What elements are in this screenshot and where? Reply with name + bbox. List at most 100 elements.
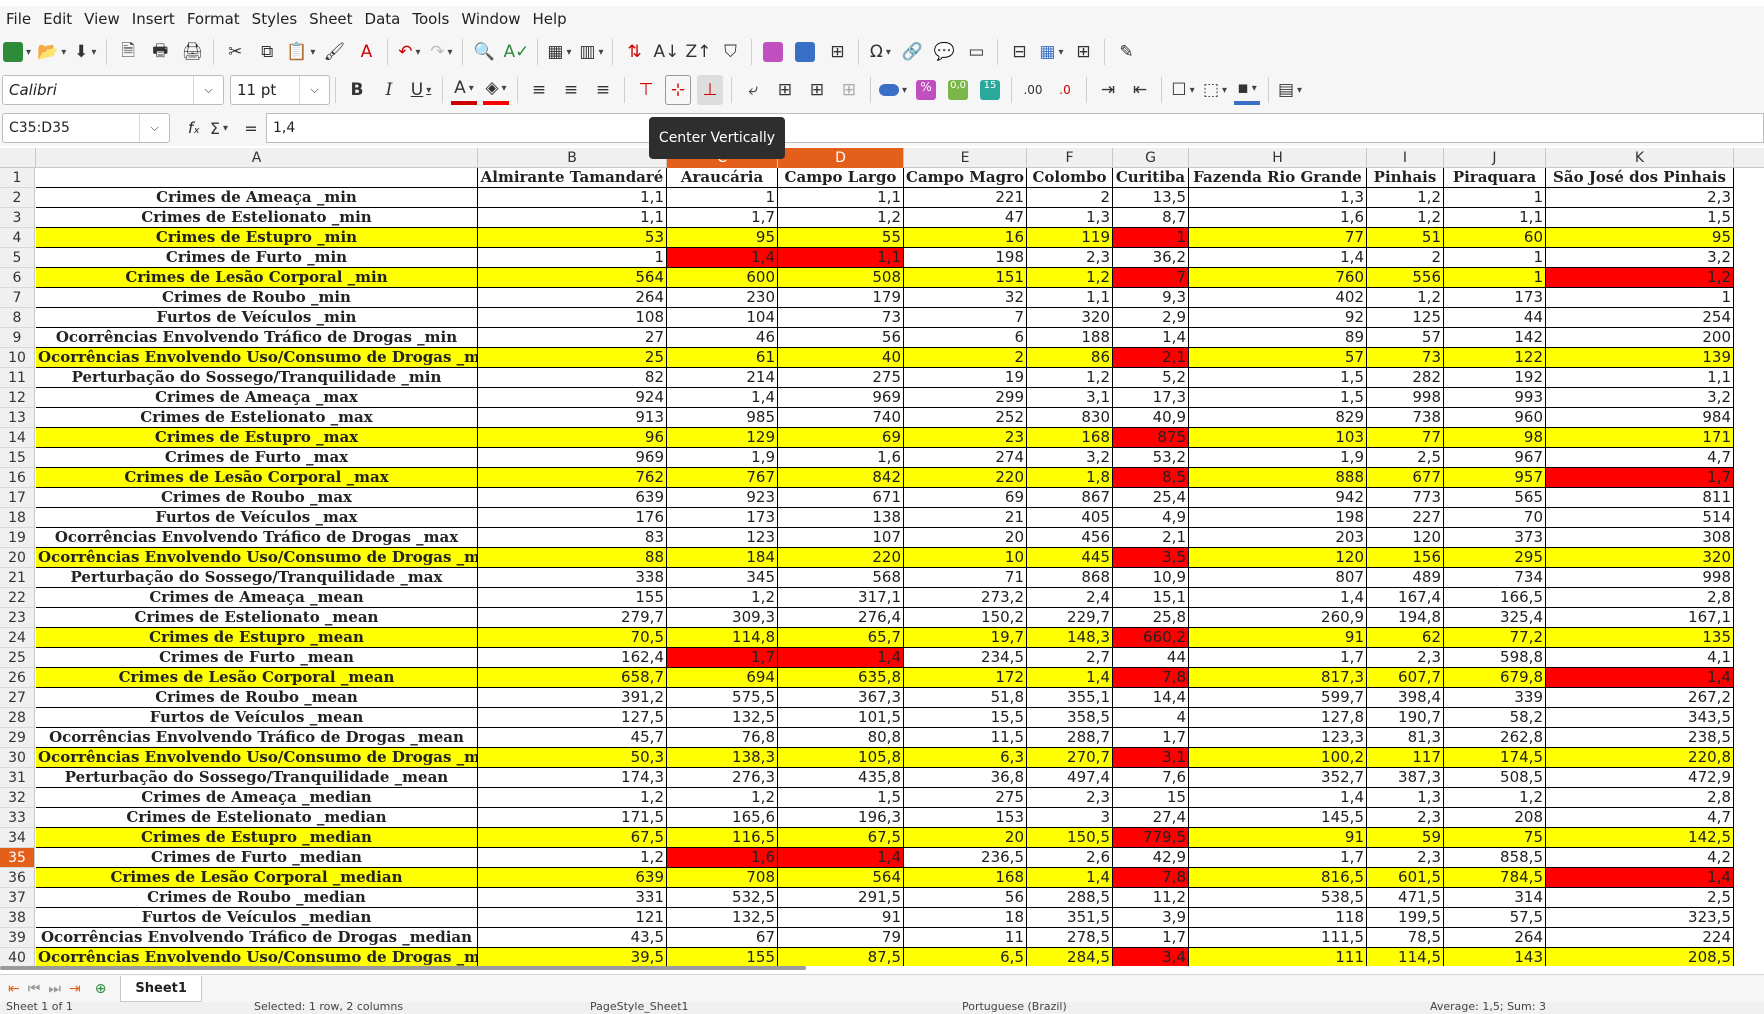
header-footer-icon[interactable]: ▭ — [968, 42, 985, 62]
data-cell[interactable]: 25,8 — [1113, 608, 1189, 628]
data-cell[interactable]: 969 — [778, 388, 904, 408]
data-cell[interactable]: 2,3 — [1367, 848, 1444, 868]
data-cell[interactable]: 86 — [1027, 348, 1113, 368]
data-cell[interactable]: 73 — [1367, 348, 1444, 368]
data-cell[interactable]: 1,4 — [667, 388, 778, 408]
data-cell[interactable]: 127,8 — [1189, 708, 1367, 728]
data-cell[interactable]: 1,4 — [1546, 668, 1734, 688]
row-header[interactable]: 3 — [0, 208, 35, 228]
data-cell[interactable]: 1,4 — [1027, 868, 1113, 888]
align-center-icon[interactable]: ≡ — [563, 80, 579, 100]
data-cell[interactable]: 1,4 — [1546, 868, 1734, 888]
data-cell[interactable]: 142,5 — [1546, 828, 1734, 848]
data-cell[interactable]: 4,7 — [1546, 448, 1734, 468]
row-header[interactable]: 26 — [0, 668, 35, 688]
row-label-cell[interactable]: Ocorrências Envolvendo Uso/Consumo de Dr… — [36, 948, 478, 966]
data-cell[interactable]: 21 — [904, 508, 1027, 528]
data-cell[interactable]: 323,5 — [1546, 908, 1734, 928]
data-cell[interactable]: 42,9 — [1113, 848, 1189, 868]
data-cell[interactable]: 65,7 — [778, 628, 904, 648]
row-label-cell[interactable]: Crimes de Estelionato _mean — [36, 608, 478, 628]
row-header[interactable]: 14 — [0, 428, 35, 448]
data-cell[interactable]: 538,5 — [1189, 888, 1367, 908]
data-cell[interactable]: 358,5 — [1027, 708, 1113, 728]
row-label-cell[interactable]: Ocorrências Envolvendo Tráfico de Drogas… — [36, 528, 478, 548]
row-header[interactable]: 10 — [0, 348, 35, 368]
data-cell[interactable]: 87,5 — [778, 948, 904, 966]
data-cell[interactable]: 165,6 — [667, 808, 778, 828]
data-cell[interactable]: 532,5 — [667, 888, 778, 908]
data-cell[interactable]: 734 — [1444, 568, 1546, 588]
row-label-cell[interactable]: Perturbação do Sossego/Tranquilidade _me… — [36, 768, 478, 788]
data-cell[interactable]: 3 — [1027, 808, 1113, 828]
data-cell[interactable]: 607,7 — [1367, 668, 1444, 688]
data-cell[interactable]: 264 — [1444, 928, 1546, 948]
data-cell[interactable]: 762 — [478, 468, 667, 488]
data-cell[interactable]: 270,7 — [1027, 748, 1113, 768]
data-cell[interactable]: 601,5 — [1367, 868, 1444, 888]
menu-item-help[interactable]: Help — [532, 10, 567, 28]
column-header-i[interactable]: I — [1367, 148, 1444, 168]
data-cell[interactable]: 200 — [1546, 328, 1734, 348]
data-cell[interactable]: 957 — [1444, 468, 1546, 488]
sort-icon[interactable]: ⇅ — [627, 42, 642, 62]
data-cell[interactable]: 238,5 — [1546, 728, 1734, 748]
data-cell[interactable]: 913 — [478, 408, 667, 428]
percent-icon[interactable]: % — [913, 75, 939, 105]
data-cell[interactable]: 53,2 — [1113, 448, 1189, 468]
data-cell[interactable]: 694 — [667, 668, 778, 688]
data-cell[interactable]: 274 — [904, 448, 1027, 468]
data-cell[interactable]: 150,2 — [904, 608, 1027, 628]
column-header-e[interactable]: E — [904, 148, 1027, 168]
data-cell[interactable]: 36,2 — [1113, 248, 1189, 268]
comment-icon[interactable]: 💬 — [933, 42, 956, 62]
data-cell[interactable]: 135 — [1546, 628, 1734, 648]
data-cell[interactable]: 565 — [1444, 488, 1546, 508]
data-cell[interactable]: 153 — [904, 808, 1027, 828]
row-label-cell[interactable]: Ocorrências Envolvendo Tráfico de Drogas… — [36, 728, 478, 748]
data-cell[interactable]: 199,5 — [1367, 908, 1444, 928]
data-cell[interactable]: 600 — [667, 268, 778, 288]
row-label-cell[interactable]: Crimes de Estupro _min — [36, 228, 478, 248]
data-cell[interactable]: 1,4 — [778, 848, 904, 868]
find-replace-icon[interactable]: 🔍 — [473, 42, 496, 62]
data-cell[interactable]: 858,5 — [1444, 848, 1546, 868]
data-cell[interactable]: 639 — [478, 868, 667, 888]
data-cell[interactable]: 1,3 — [1189, 188, 1367, 208]
data-cell[interactable]: 173 — [667, 508, 778, 528]
data-cell[interactable]: 214 — [667, 368, 778, 388]
data-cell[interactable]: 2,3 — [1546, 188, 1734, 208]
data-cell[interactable]: 1,1 — [1444, 208, 1546, 228]
data-cell[interactable]: 1,7 — [1189, 648, 1367, 668]
data-cell[interactable]: 1,9 — [1189, 448, 1367, 468]
data-cell[interactable]: 119 — [1027, 228, 1113, 248]
first-sheet-icon[interactable]: ⇤ — [8, 980, 20, 997]
data-cell[interactable]: 985 — [667, 408, 778, 428]
header-cell[interactable] — [36, 168, 478, 188]
data-cell[interactable]: 6,5 — [904, 948, 1027, 966]
currency-icon[interactable] — [879, 75, 907, 105]
data-cell[interactable]: 56 — [904, 888, 1027, 908]
row-label-cell[interactable]: Furtos de Veículos _median — [36, 908, 478, 928]
data-cell[interactable]: 203 — [1189, 528, 1367, 548]
cut-icon[interactable]: ✂ — [228, 42, 243, 62]
font-size-box[interactable]: 11 pt ⌵ — [230, 75, 330, 105]
italic-icon[interactable]: I — [385, 80, 393, 100]
data-cell[interactable]: 120 — [1189, 548, 1367, 568]
data-cell[interactable]: 229,7 — [1027, 608, 1113, 628]
data-cell[interactable]: 171,5 — [478, 808, 667, 828]
menu-item-format[interactable]: Format — [186, 10, 240, 28]
data-cell[interactable]: 11 — [904, 928, 1027, 948]
row-header[interactable]: 20 — [0, 548, 35, 568]
row-header[interactable]: 8 — [0, 308, 35, 328]
data-cell[interactable]: 4 — [1113, 708, 1189, 728]
conditional-format-icon[interactable]: ▤ — [1277, 75, 1303, 105]
row-header[interactable]: 16 — [0, 468, 35, 488]
data-cell[interactable]: 1 — [1113, 228, 1189, 248]
copy-icon[interactable]: ⧉ — [261, 42, 274, 62]
data-cell[interactable]: 46 — [667, 328, 778, 348]
data-cell[interactable]: 108 — [478, 308, 667, 328]
data-cell[interactable]: 162,4 — [478, 648, 667, 668]
data-cell[interactable]: 151 — [904, 268, 1027, 288]
data-cell[interactable]: 1,5 — [1546, 208, 1734, 228]
